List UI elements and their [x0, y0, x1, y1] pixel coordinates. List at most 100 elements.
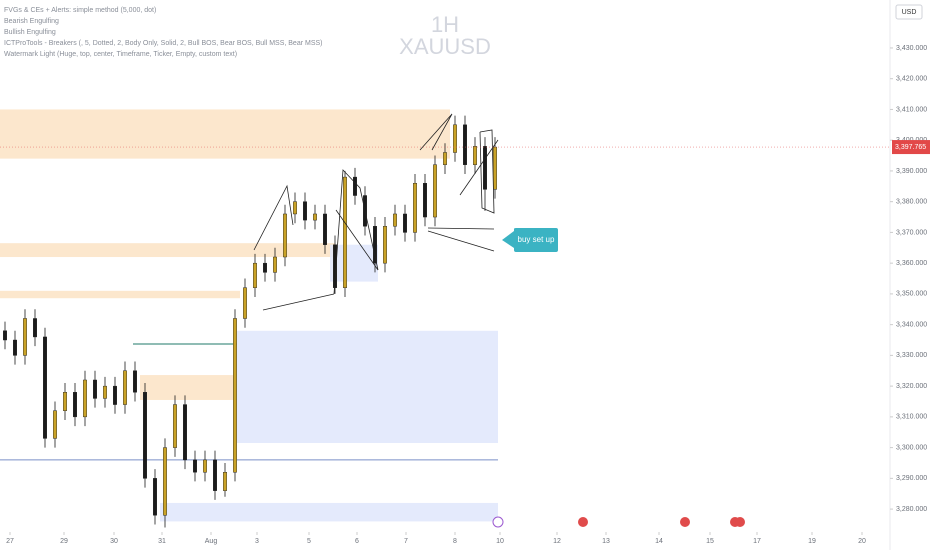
- candle-body: [383, 226, 388, 264]
- candle-body: [162, 447, 167, 516]
- candle-body: [343, 176, 348, 288]
- x-tick-label: 7: [404, 538, 408, 545]
- x-tick-label: 5: [307, 538, 311, 545]
- y-tick-label: 3,360.000: [896, 260, 927, 267]
- x-tick-label: 3: [255, 538, 259, 545]
- candle-body: [333, 244, 338, 288]
- zone: [0, 243, 335, 258]
- event-icon: [735, 517, 745, 527]
- x-tick-label: 14: [655, 538, 663, 545]
- event-icon: [578, 517, 588, 527]
- zone: [0, 109, 450, 159]
- candle-body: [483, 146, 488, 190]
- trend-line: [262, 293, 335, 311]
- trend-line: [479, 129, 495, 214]
- event-icon: [680, 517, 690, 527]
- y-tick-label: 3,350.000: [896, 291, 927, 298]
- legend: FVGs & CEs + Alerts: simple method (5,00…: [4, 7, 323, 58]
- candle-body: [443, 152, 448, 165]
- currency: USD: [902, 9, 917, 16]
- candle-body: [323, 213, 328, 245]
- event-icon: [492, 516, 504, 528]
- candle-body: [463, 124, 468, 165]
- candle-body: [53, 410, 58, 439]
- y-tick-label: 3,290.000: [896, 475, 927, 482]
- x-tick-label: Aug: [205, 538, 218, 545]
- candle-body: [152, 478, 157, 516]
- candle-body: [373, 226, 378, 264]
- zones: [0, 109, 498, 522]
- annotation-text: buy set up: [518, 235, 555, 244]
- legend-line: FVGs & CEs + Alerts: simple method (5,00…: [4, 7, 156, 14]
- candle-body: [132, 370, 137, 393]
- y-tick-label: 3,340.000: [896, 321, 927, 328]
- trend-line: [419, 113, 453, 151]
- candle-body: [212, 459, 217, 491]
- trend-line: [427, 230, 495, 252]
- candle-body: [493, 146, 498, 190]
- candle-body: [313, 213, 318, 221]
- y-tick-label: 3,390.000: [896, 168, 927, 175]
- y-tick-label: 3,330.000: [896, 352, 927, 359]
- candle-body: [453, 124, 458, 153]
- candle-body: [122, 370, 127, 405]
- last-price-box: [892, 140, 930, 155]
- y-tick-label: 3,320.000: [896, 383, 927, 390]
- y-tick-label: 3,410.000: [896, 106, 927, 113]
- candle-body: [63, 392, 68, 411]
- candle-body: [393, 213, 398, 227]
- event-icons: [492, 516, 745, 528]
- y-tick-label: 3,280.000: [896, 506, 927, 513]
- candle-body: [12, 339, 17, 356]
- last-price-label: 3,397.765: [895, 144, 926, 151]
- zone: [237, 330, 498, 443]
- y-tick-label: 3,370.000: [896, 229, 927, 236]
- x-tick-label: 17: [753, 538, 761, 545]
- x-tick-label: 6: [355, 538, 359, 545]
- candle-body: [202, 459, 207, 473]
- candle-body: [3, 330, 7, 341]
- legend-line: Watermark Light (Huge, top, center, Time…: [4, 51, 237, 58]
- candle-body: [473, 146, 478, 165]
- candle-body: [403, 213, 408, 233]
- candle-body: [182, 404, 187, 461]
- x-tick-label: 20: [858, 538, 866, 545]
- plot: [3, 115, 498, 528]
- watermark-timeframe: 1H: [431, 12, 459, 37]
- candle-body: [303, 201, 308, 221]
- currency-box[interactable]: [895, 4, 923, 20]
- x-tick-label: 29: [60, 538, 68, 545]
- trend-line: [333, 169, 379, 295]
- candle-body: [423, 183, 428, 218]
- annotation-callout: [502, 228, 558, 252]
- x-tick-label: 10: [496, 538, 504, 545]
- zone: [160, 502, 498, 522]
- legend-line: ICTProTools - Breakers (, 5, Dotted, 2, …: [4, 40, 323, 47]
- x-tick-label: 13: [602, 538, 610, 545]
- candle-body: [232, 318, 237, 473]
- zone: [140, 375, 235, 400]
- x-tick-label: 8: [453, 538, 457, 545]
- candle-body: [192, 459, 197, 473]
- drawings: [253, 113, 499, 311]
- x-tick-label: 31: [158, 538, 166, 545]
- candle-body: [142, 392, 147, 479]
- candle-body: [413, 183, 418, 233]
- trend-line: [427, 227, 495, 230]
- y-tick-label: 3,430.000: [896, 45, 927, 52]
- candle-body: [112, 385, 117, 405]
- candle-body: [283, 213, 288, 258]
- candle-body: [92, 379, 97, 399]
- candle-body: [353, 176, 358, 196]
- zone: [330, 244, 378, 282]
- y-tick-label: 3,310.000: [896, 414, 927, 421]
- zone: [0, 290, 240, 299]
- candle-body: [102, 385, 107, 399]
- x-tick-label: 15: [706, 538, 714, 545]
- candle-body: [82, 379, 87, 418]
- y-tick-label: 3,300.000: [896, 444, 927, 451]
- candle-body: [242, 287, 247, 319]
- candle-body: [252, 262, 257, 288]
